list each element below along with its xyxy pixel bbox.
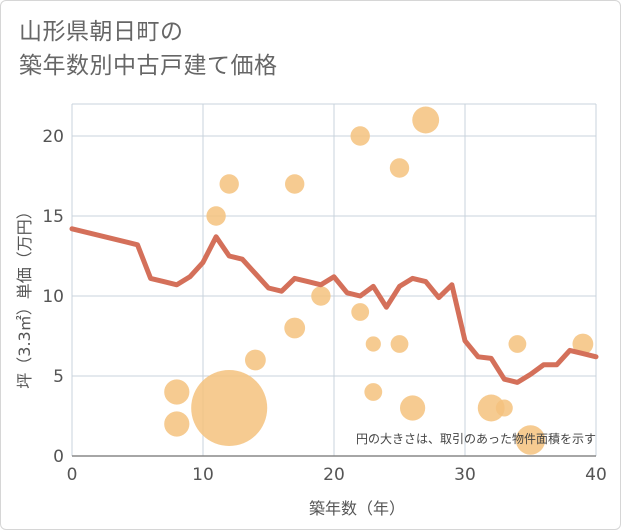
- bubble-point: [244, 349, 266, 371]
- bubble-series: [164, 106, 594, 455]
- bubble-point: [285, 174, 305, 194]
- bubble-point: [191, 369, 268, 447]
- x-tick-label: 30: [454, 465, 476, 485]
- bubble-point: [164, 411, 190, 437]
- y-tick-label: 15: [42, 207, 64, 227]
- y-tick-label: 20: [42, 127, 64, 147]
- bubble-point: [389, 158, 410, 178]
- x-tick-label: 40: [585, 465, 607, 485]
- bubble-point: [390, 335, 409, 353]
- y-tick-label: 10: [42, 287, 64, 307]
- bubble-point: [206, 206, 226, 226]
- bubble-point: [311, 286, 331, 306]
- bubble-point: [515, 425, 546, 455]
- bubble-point: [508, 335, 527, 353]
- bubble-point: [477, 394, 505, 422]
- bubble-size-note: 円の大きさは、取引のあった物件面積を示す: [356, 431, 596, 446]
- bubble-point: [351, 303, 370, 321]
- x-axis-label: 築年数（年）: [309, 499, 405, 518]
- bubble-point: [495, 399, 513, 417]
- grid-lines: [71, 103, 597, 457]
- axis-ticks: 0 5 10 15 20 0 10 20 30 40: [42, 127, 606, 485]
- average-price-line-series: [69, 226, 599, 385]
- bubble-point: [219, 174, 239, 194]
- bubble-point: [399, 395, 426, 421]
- bubble-point: [412, 106, 440, 134]
- x-tick-label: 0: [67, 465, 78, 485]
- y-axis-label: 坪（3.3㎡）単価（万円）: [15, 203, 34, 388]
- bubble-point: [284, 317, 306, 339]
- bubble-point: [572, 333, 594, 355]
- x-tick-label: 20: [323, 465, 345, 485]
- chart-title-line-1: 山形県朝日町の: [19, 19, 184, 45]
- bubble-point: [365, 336, 381, 352]
- y-tick-label: 5: [53, 367, 64, 387]
- chart-title-line-2: 築年数別中古戸建て価格: [19, 53, 278, 79]
- bubble-point: [350, 126, 370, 146]
- x-tick-label: 10: [192, 465, 214, 485]
- bubble-point: [164, 379, 190, 405]
- chart-title: 山形県朝日町の 築年数別中古戸建て価格: [19, 15, 278, 83]
- average-price-line: [69, 226, 599, 385]
- bubble-point: [364, 383, 383, 401]
- y-tick-label: 0: [53, 447, 64, 467]
